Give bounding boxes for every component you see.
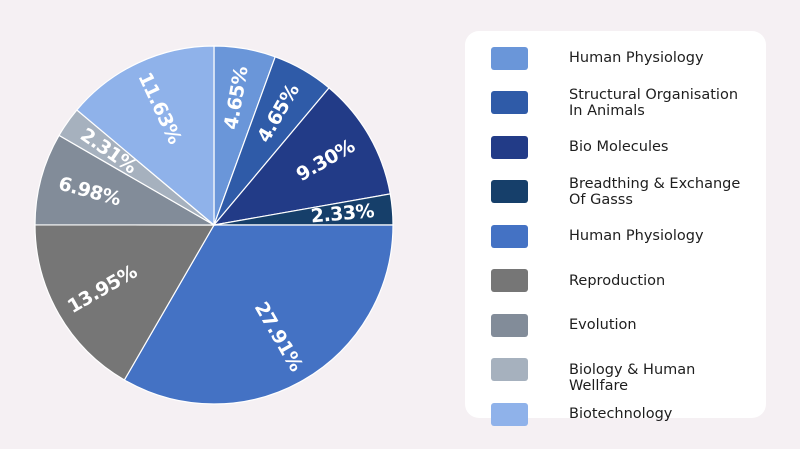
pie-slice [34,134,217,226]
legend-swatch [491,269,528,292]
pie-slice [34,224,216,381]
legend-swatch [491,358,528,381]
pie-slice [76,45,215,227]
legend-label: Evolution [569,317,637,333]
pie-slice [123,224,394,405]
legend-swatch [491,180,528,203]
legend-swatch [491,402,528,426]
legend-swatch [491,46,528,70]
legend-swatch [491,224,528,248]
legend-label: Breadthing & Exchange Of Gasss [569,175,741,208]
legend-label: Reproduction [569,272,666,289]
legend-label: Human Physiology [569,228,704,244]
legend-label: Human Physiology [569,50,704,66]
legend-label: Biotechnology [569,406,673,422]
legend-swatch [491,91,528,114]
legend-swatch [491,135,528,159]
chart-legend: Human Physiology Structural Organisation … [465,31,766,426]
legend-swatch [491,313,528,337]
pie-slice [212,87,391,226]
legend-label: Bio Molecules [569,139,669,155]
legend-label: Biology & Human Wellfare [569,361,696,394]
pie-slices [34,45,394,405]
pie-chart: 4.65% 4.65%9.30%2.33%27.91%13.95%6.98%2.3… [34,45,394,405]
legend-label: Structural Organisation In Animals [569,86,739,119]
